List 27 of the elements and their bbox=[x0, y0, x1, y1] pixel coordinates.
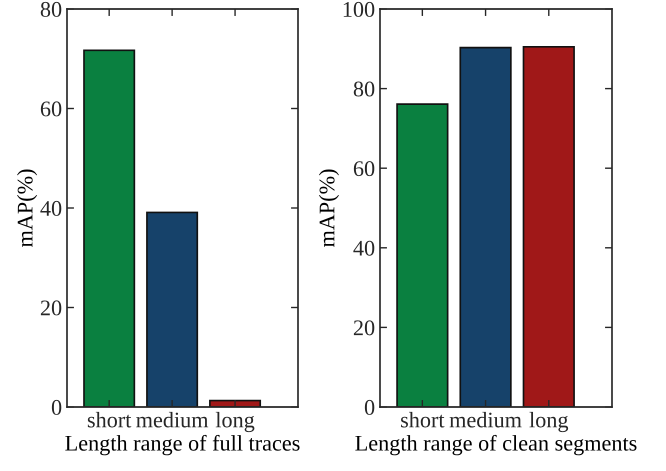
y-tick-label: 40 bbox=[353, 240, 374, 256]
bar bbox=[459, 46, 512, 407]
bar bbox=[146, 212, 198, 407]
y-tick-label: 60 bbox=[40, 101, 62, 116]
x-tick-label: long bbox=[216, 412, 254, 432]
x-tick-label: long bbox=[529, 412, 568, 432]
y-axis-title: mAP(%) bbox=[318, 169, 340, 248]
y-tick-label: 60 bbox=[354, 161, 374, 176]
x-axis-title: Length range of clean segments bbox=[355, 434, 636, 456]
y-tick-label: 20 bbox=[40, 300, 62, 316]
y-tick-label: 80 bbox=[40, 2, 62, 17]
bar bbox=[396, 103, 448, 407]
bar bbox=[209, 400, 262, 407]
bar bbox=[83, 49, 136, 407]
y-tick-label: 0 bbox=[52, 400, 62, 415]
y-tick-label: 100 bbox=[344, 2, 374, 17]
x-tick-label: medium bbox=[450, 412, 522, 428]
y-tick-label: 80 bbox=[354, 82, 374, 97]
x-axis-title: Length range of full traces bbox=[65, 434, 300, 456]
x-tick-label: short bbox=[88, 412, 132, 428]
x-tick-label: medium bbox=[136, 412, 208, 428]
y-axis-title: mAP(%) bbox=[16, 169, 38, 248]
x-tick-label: short bbox=[401, 412, 444, 428]
y-tick-label: 20 bbox=[354, 320, 374, 336]
y-tick-label: 40 bbox=[40, 200, 62, 216]
bar bbox=[522, 46, 575, 407]
y-tick-label: 0 bbox=[364, 400, 374, 415]
